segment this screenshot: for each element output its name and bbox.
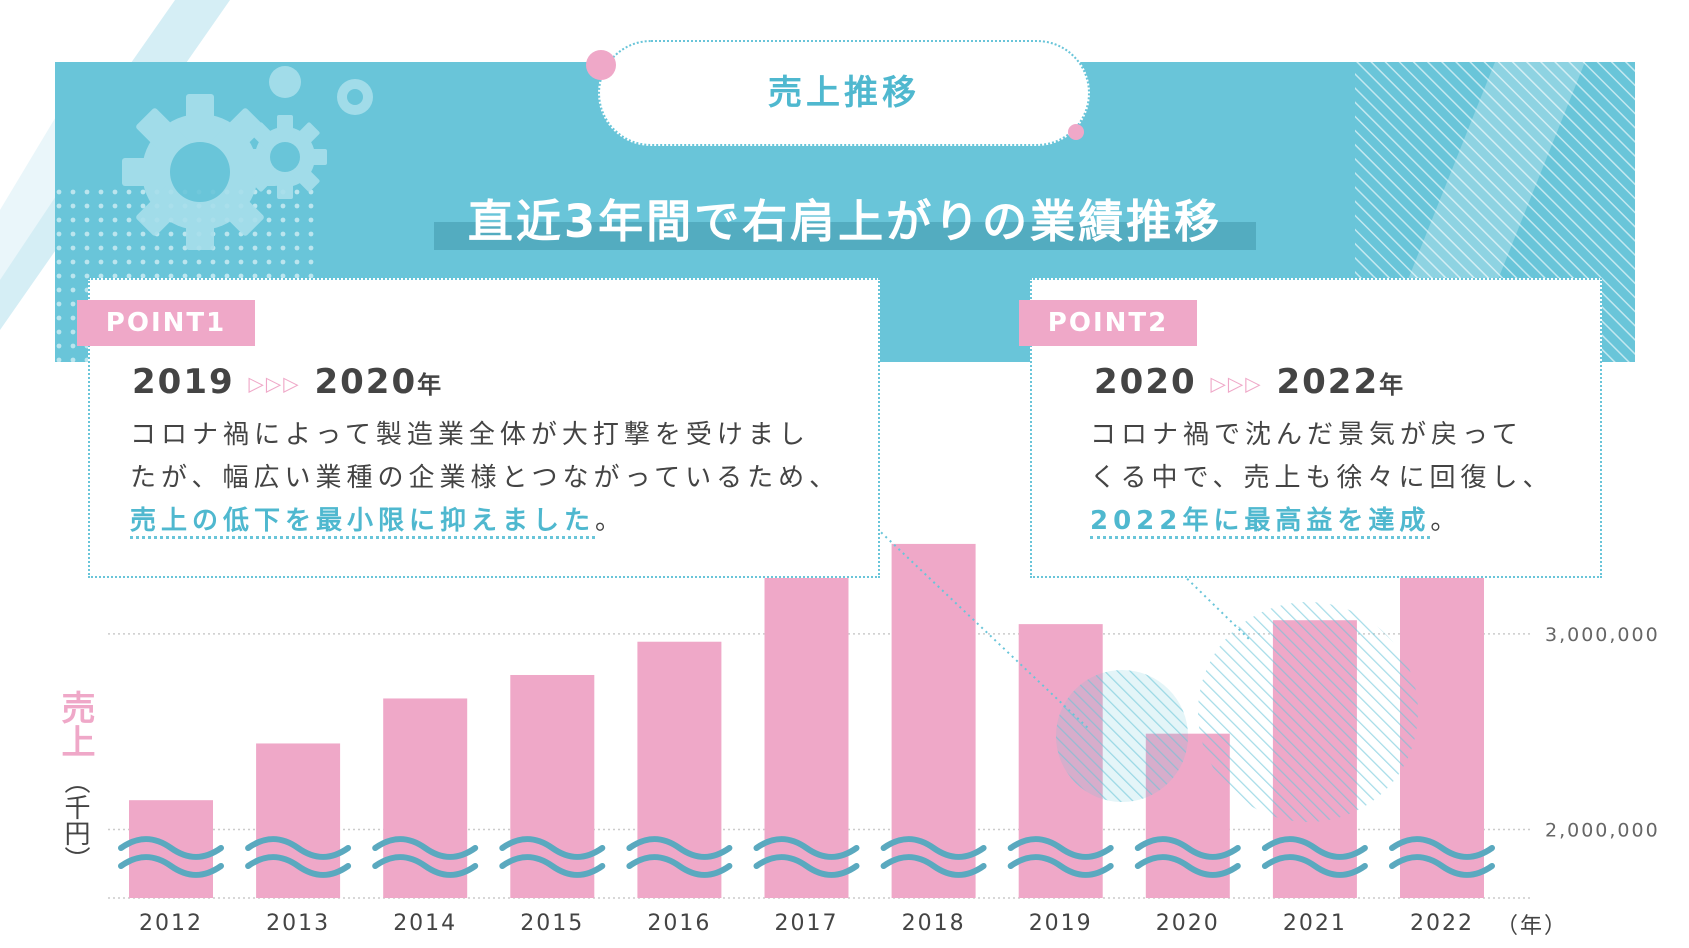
axis-break-wave [880,836,987,860]
axis-break-wave [1261,836,1368,860]
point1-end: 。 [595,506,627,536]
point2-year-from: 2020 [1094,362,1197,402]
x-tick-label: 2016 [647,911,711,936]
axis-break-wave [1134,854,1241,878]
axis-break-wave [372,836,479,860]
point2-year-to: 2022 [1276,362,1380,402]
x-axis-unit: （年） [1496,914,1569,939]
axis-break-wave [880,854,987,878]
bar [510,674,595,898]
y-axis-unit: （千円） [60,768,90,872]
y-axis-label: 売上 （千円） [55,690,95,872]
point2-text: コロナ禍で沈んだ景気が戻って くる中で、売上も徐々に回復し、 2022年に最高益… [1090,414,1553,543]
x-tick-label: 2012 [139,911,203,936]
axis-break-wave [753,836,860,860]
point1-line: コロナ禍によって製造業全体が大打撃を受けまし [130,420,810,450]
y-tick-label: 3,000,000 [1545,624,1660,646]
pink-dot-decoration [586,50,616,80]
point2-years: 2020 ▷▷▷ 2022年 [1094,362,1405,402]
y-tick-label: 2,000,000 [1545,820,1660,842]
axis-break-wave [753,854,860,878]
page-subtitle: 直近3年間で右肩上がりの業績推移 [467,195,1223,248]
subtitle-underline [434,222,1256,250]
point1-year-from: 2019 [132,362,235,402]
point2-line: コロナ禍で沈んだ景気が戻って [1090,420,1523,450]
axis-break-wave [499,854,606,878]
axis-break-wave [626,854,733,878]
y-axis-title: 売上 [55,690,95,758]
arrow-icon: ▷▷▷ [248,371,301,396]
axis-break-wave [1134,836,1241,860]
axis-break-wave [245,836,352,860]
point2-line: くる中で、売上も徐々に回復し、 [1090,463,1554,493]
axis-break-wave [1007,854,1114,878]
axis-break-wave [372,854,479,878]
hatched-circle-decoration [1198,602,1418,822]
x-tick-label: 2020 [1156,911,1220,936]
point1-year-unit: 年 [417,371,444,399]
axis-break-wave [1389,854,1495,878]
pink-dot-decoration [1068,124,1084,140]
point1-line: たが、幅広い業種の企業様とつながっているため、 [130,463,841,493]
point1-text: コロナ禍によって製造業全体が大打撃を受けまし たが、幅広い業種の企業様とつながっ… [130,414,840,543]
axis-break-wave [245,854,352,878]
point2-end: 。 [1430,506,1462,536]
axis-break-wave [626,836,733,860]
x-tick-label: 2022 [1410,911,1474,936]
point1-highlight: 売上の低下を最小限に抑えました [130,506,596,539]
axis-break-wave [1261,854,1368,878]
point1-tag: POINT1 [77,300,255,346]
hatched-circle-decoration [1056,670,1188,802]
circle-decoration [1056,670,1188,802]
x-tick-label: 2014 [393,911,457,936]
x-tick-label: 2017 [775,911,839,936]
header-title: 売上推移 [598,40,1090,146]
point1-years: 2019 ▷▷▷ 2020年 [132,362,443,402]
x-tick-label: 2021 [1283,911,1347,936]
axis-break-wave [118,836,224,860]
gear-icon [122,66,373,250]
point2-tag: POINT2 [1019,300,1197,346]
axis-break-wave [1389,836,1495,860]
point2-highlight: 2022年に最高益を達成 [1090,506,1431,539]
axis-break-wave [118,854,224,878]
x-tick-label: 2019 [1029,911,1093,936]
x-tick-label: 2013 [266,911,330,936]
axis-break-wave [499,836,606,860]
axis-break-wave [1007,836,1114,860]
point1-year-to: 2020 [314,362,418,402]
arrow-icon: ▷▷▷ [1210,371,1263,396]
x-tick-label: 2015 [520,911,584,936]
x-tick-label: 2018 [902,911,966,936]
point2-year-unit: 年 [1379,371,1406,399]
